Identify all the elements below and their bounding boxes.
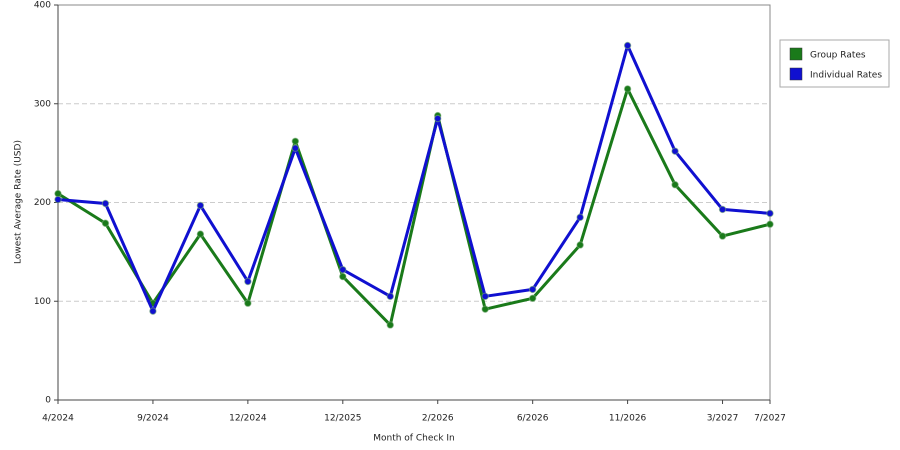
y-tick-label: 400 (34, 1, 51, 11)
data-point (339, 265, 347, 274)
data-point (718, 205, 727, 214)
y-tick-label: 100 (34, 297, 51, 307)
data-point (54, 195, 62, 204)
data-point (196, 230, 205, 238)
data-point (623, 85, 632, 93)
data-point (196, 201, 205, 210)
data-point (386, 292, 394, 301)
data-point (101, 199, 110, 208)
y-tick-label: 300 (34, 99, 51, 109)
x-tick-label: 2/2026 (422, 414, 454, 424)
x-axis-title: Month of Check In (373, 434, 455, 444)
data-point (528, 285, 537, 294)
x-tick-label: 11/2026 (609, 414, 647, 424)
data-point (434, 114, 442, 123)
y-axis-title: Lowest Average Rate (USD) (14, 140, 24, 264)
data-point (576, 241, 584, 249)
x-tick-label: 6/2026 (517, 414, 549, 424)
data-point (339, 272, 347, 281)
x-tick-label: 3/2027 (707, 414, 739, 424)
data-point (291, 137, 300, 145)
x-tick-label: 9/2024 (137, 414, 169, 424)
y-tick-label: 0 (45, 396, 51, 406)
series-line (57, 87, 771, 327)
x-tick-label: 12/2025 (324, 414, 361, 424)
data-point (766, 220, 774, 228)
x-tick-label: 7/2027 (754, 414, 786, 424)
series-line (57, 43, 771, 313)
data-point (291, 144, 300, 152)
data-point (149, 307, 157, 315)
y-tick-label: 200 (34, 198, 51, 208)
data-point (244, 299, 252, 307)
data-point (386, 321, 394, 329)
data-point (576, 213, 584, 222)
data-point (481, 305, 489, 313)
data-point (528, 294, 537, 302)
data-point (766, 209, 774, 218)
legend-label: Individual Rates (810, 71, 882, 81)
data-point (718, 232, 727, 240)
data-point (481, 292, 489, 301)
legend-label: Group Rates (810, 51, 866, 61)
legend-swatch (789, 67, 803, 81)
legend-swatch (789, 47, 803, 61)
x-tick-label: 4/2024 (42, 414, 74, 424)
x-tick-label: 12/2024 (229, 414, 267, 424)
data-point (623, 41, 632, 50)
data-point (671, 181, 679, 189)
data-point (671, 147, 679, 155)
data-point (101, 219, 110, 227)
data-point (244, 277, 252, 286)
